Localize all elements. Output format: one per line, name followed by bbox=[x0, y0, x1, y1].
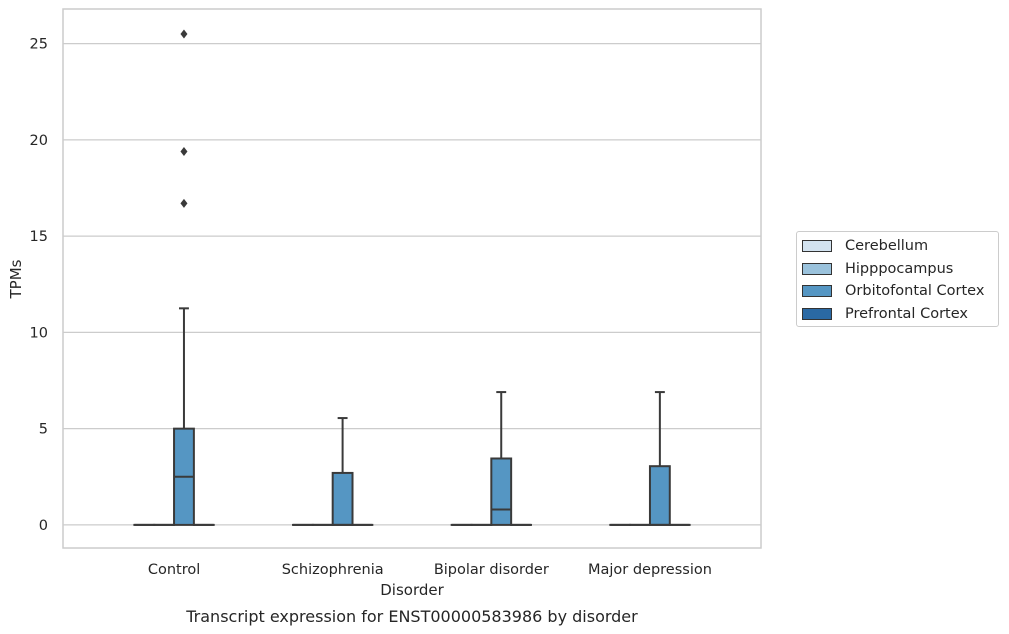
box bbox=[490, 457, 513, 526]
legend-item: Prefrontal Cortex bbox=[797, 303, 998, 326]
legend-swatch bbox=[802, 262, 832, 275]
outlier-point bbox=[180, 198, 188, 208]
y-tick-label: 15 bbox=[30, 229, 48, 245]
legend-swatch bbox=[802, 285, 832, 298]
box bbox=[648, 465, 671, 526]
legend-swatch bbox=[802, 240, 832, 253]
legend-item: Cerebellum bbox=[797, 235, 998, 258]
legend-swatch bbox=[802, 308, 832, 321]
y-tick-label: 5 bbox=[39, 422, 48, 438]
legend-label: Orbitofontal Cortex bbox=[845, 283, 985, 300]
y-tick-label: 20 bbox=[30, 133, 48, 149]
x-tick-label: Major depression bbox=[588, 562, 712, 578]
x-tick-label: Schizophrenia bbox=[282, 562, 384, 578]
y-axis-label: TPMs bbox=[7, 259, 25, 299]
legend: Cerebellum Hipppocampus Orbitofontal Corte… bbox=[796, 231, 999, 327]
plot-frame bbox=[62, 8, 762, 549]
y-gridlines bbox=[63, 43, 761, 526]
y-tick-label: 25 bbox=[30, 37, 48, 53]
x-tick-label: Bipolar disorder bbox=[434, 562, 549, 578]
y-tick-labels: 0 5 10 15 20 25 bbox=[30, 37, 48, 534]
x-axis-label: Disorder bbox=[380, 581, 444, 599]
outlier-point bbox=[180, 29, 188, 39]
legend-label: Cerebellum bbox=[845, 238, 929, 255]
legend-item: Hipppocampus bbox=[797, 258, 998, 281]
y-tick-label: 0 bbox=[39, 518, 48, 534]
box bbox=[331, 471, 354, 526]
legend-label: Prefrontal Cortex bbox=[845, 306, 968, 323]
legend-item: Orbitofontal Cortex bbox=[797, 280, 998, 303]
x-tick-labels: Control Schizophrenia Bipolar disorder Majo… bbox=[148, 562, 712, 578]
chart-title: Transcript expression for ENST0000058398… bbox=[185, 607, 638, 626]
box-plot-marks bbox=[133, 29, 691, 526]
y-tick-label: 10 bbox=[30, 325, 48, 341]
legend-label: Hipppocampus bbox=[845, 260, 954, 277]
outlier-point bbox=[180, 146, 188, 156]
x-tick-label: Control bbox=[148, 562, 200, 578]
